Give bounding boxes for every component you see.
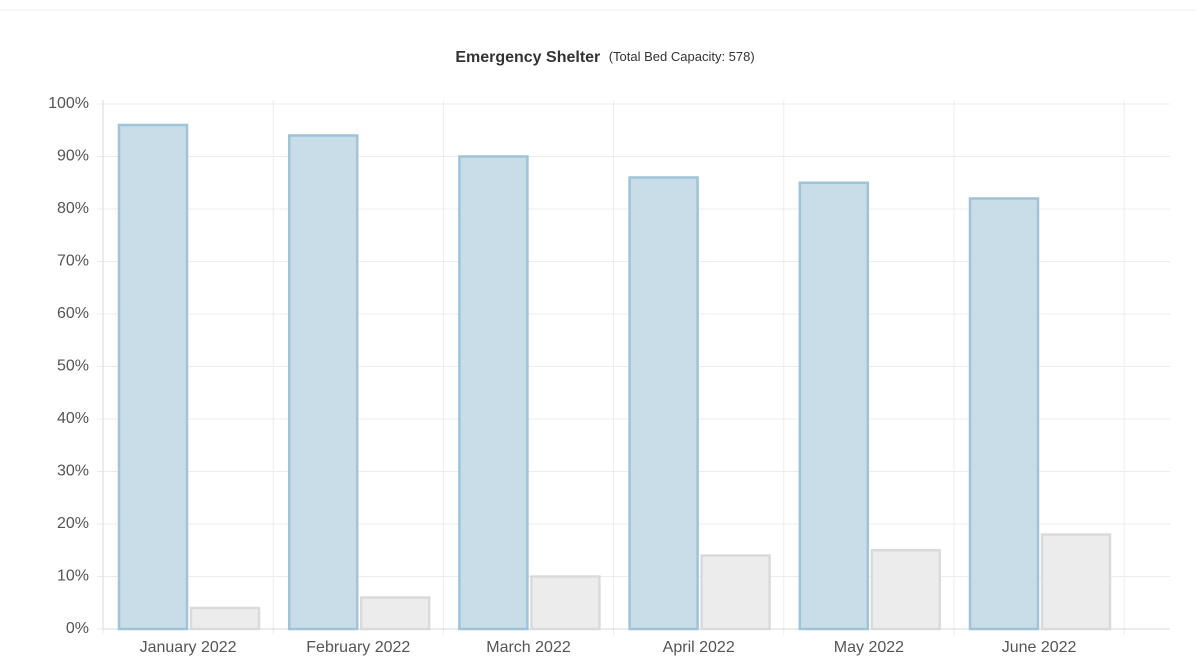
bar <box>870 549 942 631</box>
bar <box>1040 533 1112 631</box>
y-tick-label: 70% <box>57 253 89 270</box>
bar <box>798 181 870 631</box>
y-tick-label: 50% <box>57 358 89 375</box>
x-tick-label: June 2022 <box>1002 639 1077 656</box>
bar <box>530 575 601 631</box>
y-tick-label: 20% <box>57 515 89 532</box>
chart-heading: Emergency Shelter (Total Bed Capacity: 5… <box>455 49 754 66</box>
y-tick-label: 90% <box>57 148 89 165</box>
bar <box>117 123 189 631</box>
y-tick-label: 100% <box>48 95 89 112</box>
bar <box>359 596 431 631</box>
y-tick-label: 60% <box>57 305 89 322</box>
x-tick-label: March 2022 <box>486 639 571 656</box>
chart-title: Emergency Shelter <box>455 49 600 66</box>
y-tick-label: 40% <box>57 410 89 427</box>
y-tick-label: 80% <box>57 200 89 217</box>
x-tick-label: February 2022 <box>306 639 410 656</box>
bar <box>628 176 699 631</box>
bar <box>458 155 529 631</box>
chart-subtitle: (Total Bed Capacity: 578) <box>609 49 755 64</box>
bar <box>968 197 1040 631</box>
y-tick-label: 10% <box>57 568 89 585</box>
y-tick-label: 30% <box>57 463 89 480</box>
x-tick-label: May 2022 <box>834 639 904 656</box>
bar <box>287 134 359 631</box>
bar <box>189 606 261 631</box>
x-tick-label: April 2022 <box>663 639 735 656</box>
y-tick-label: 0% <box>66 620 89 637</box>
x-tick-label: January 2022 <box>140 639 237 656</box>
bar <box>700 554 771 631</box>
